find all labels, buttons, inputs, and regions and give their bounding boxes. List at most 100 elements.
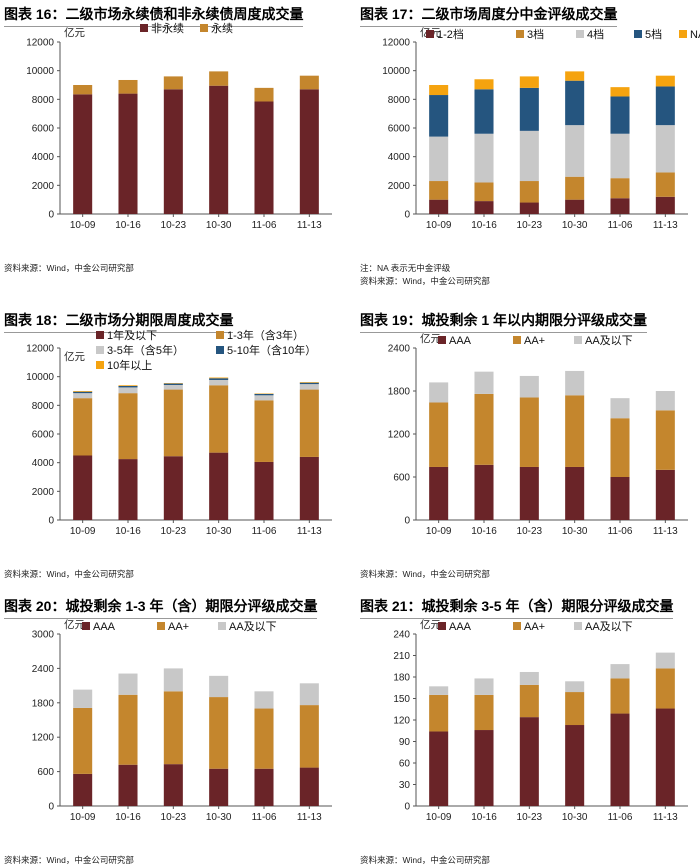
y-tick-label: 0 [48,210,54,221]
bar-非永续-10-09 [73,94,92,214]
bar-4档-10-23 [520,131,539,181]
bar-AAA-11-06 [254,769,273,806]
source-note: 资料来源：Wind，中金公司研究部 [4,262,134,274]
legend-swatch [438,336,446,344]
x-tick-label: 10-09 [70,812,96,823]
bar-3档-10-09 [429,181,448,200]
bar-4档-11-13 [656,125,675,172]
legend-swatch [157,622,165,630]
x-tick-label: 10-09 [70,220,96,231]
chart-title: 图表 16：二级市场永续债和非永续债周度成交量 [4,4,303,24]
bar-NA-10-09 [429,85,448,95]
unit-label: 亿元 [64,350,85,363]
legend-swatch [574,336,582,344]
bar-5-10年（含10年）-10-23 [164,384,183,385]
unit-label: 亿元 [64,26,85,39]
legend-label: 1-3年（含3年） [227,328,304,342]
bar-5-10年（含10年）-10-30 [209,378,228,380]
bar-1年及以下-10-30 [209,453,228,520]
y-tick-label: 10000 [26,372,54,383]
bar-5-10年（含10年）-10-09 [73,392,92,393]
bar-1-3年（含3年）-11-13 [300,390,319,457]
y-tick-label: 120 [393,716,410,727]
bar-AAA-10-23 [520,467,539,520]
y-tick-label: 1800 [32,698,55,709]
bar-4档-10-30 [565,125,584,177]
x-tick-label: 10-23 [517,220,543,231]
x-tick-label: 11-06 [252,812,277,823]
bar-AA+-10-16 [118,695,137,765]
bar-AA及以下-10-16 [474,678,493,694]
chart-title: 图表 19：城投剩余 1 年以内期限分评级成交量 [360,310,647,330]
y-tick-label: 0 [404,516,410,527]
x-tick-label: 11-06 [608,220,633,231]
legend-label: 4档 [587,27,604,41]
bar-5档-10-09 [429,95,448,137]
bar-永续-10-23 [164,76,183,89]
bar-4档-10-16 [474,134,493,183]
bar-3档-11-06 [610,178,629,198]
bar-10年以上-11-13 [300,382,319,383]
legend-swatch [576,30,584,38]
y-tick-label: 240 [393,630,410,641]
x-tick-label: 11-13 [297,526,322,537]
x-tick-label: 10-09 [70,526,96,537]
legend-swatch [426,30,434,38]
legend-label: AA+ [524,621,545,633]
y-tick-label: 6000 [388,124,411,135]
x-tick-label: 10-23 [161,220,187,231]
bar-AA+-10-23 [164,691,183,764]
bar-AA及以下-10-23 [520,376,539,398]
bar-AAA-11-13 [656,470,675,520]
bar-非永续-11-13 [300,89,319,214]
bar-5档-10-16 [474,89,493,133]
chart-title: 图表 20：城投剩余 1-3 年（含）期限分评级成交量 [4,596,317,616]
bar-AA及以下-10-09 [429,382,448,402]
bar-1-2档-10-30 [565,200,584,214]
bar-AA及以下-11-06 [610,398,629,418]
legend-swatch [216,346,224,354]
x-tick-label: 10-16 [471,812,497,823]
bar-AA+-11-06 [610,418,629,477]
bar-AA+-10-30 [209,697,228,769]
bar-3-5年（含5年）-11-06 [254,395,273,400]
bar-3-5年（含5年）-10-16 [118,387,137,393]
x-tick-label: 11-13 [297,220,322,231]
bar-AAA-11-06 [610,477,629,520]
bar-10年以上-10-16 [118,385,137,386]
y-tick-label: 90 [399,737,411,748]
bar-永续-10-16 [118,80,137,94]
bar-永续-11-13 [300,76,319,90]
bar-1-3年（含3年）-10-09 [73,398,92,455]
bar-AA+-10-30 [565,395,584,467]
bar-1年及以下-11-13 [300,457,319,520]
y-tick-label: 600 [37,767,54,778]
legend-swatch [140,24,148,32]
legend-swatch [516,30,524,38]
bar-AA及以下-11-13 [656,653,675,669]
legend-swatch [574,622,582,630]
x-tick-label: 11-06 [252,526,277,537]
bar-非永续-11-06 [254,101,273,214]
source-note: 资料来源：Wind，中金公司研究部 [4,568,134,580]
bar-5档-10-23 [520,88,539,131]
x-tick-label: 10-23 [161,812,187,823]
bar-AA+-11-06 [254,709,273,769]
bar-AAA-11-06 [610,714,629,806]
y-tick-label: 1200 [32,733,55,744]
y-tick-label: 2400 [388,344,411,355]
y-tick-label: 12000 [26,38,54,49]
bar-1-3年（含3年）-10-16 [118,393,137,459]
bar-AA及以下-11-06 [254,691,273,708]
bar-5档-10-30 [565,81,584,125]
chart-title: 图表 21：城投剩余 3-5 年（含）期限分评级成交量 [360,596,673,616]
chart-title: 图表 17：二级市场周度分中金评级成交量 [360,4,617,24]
